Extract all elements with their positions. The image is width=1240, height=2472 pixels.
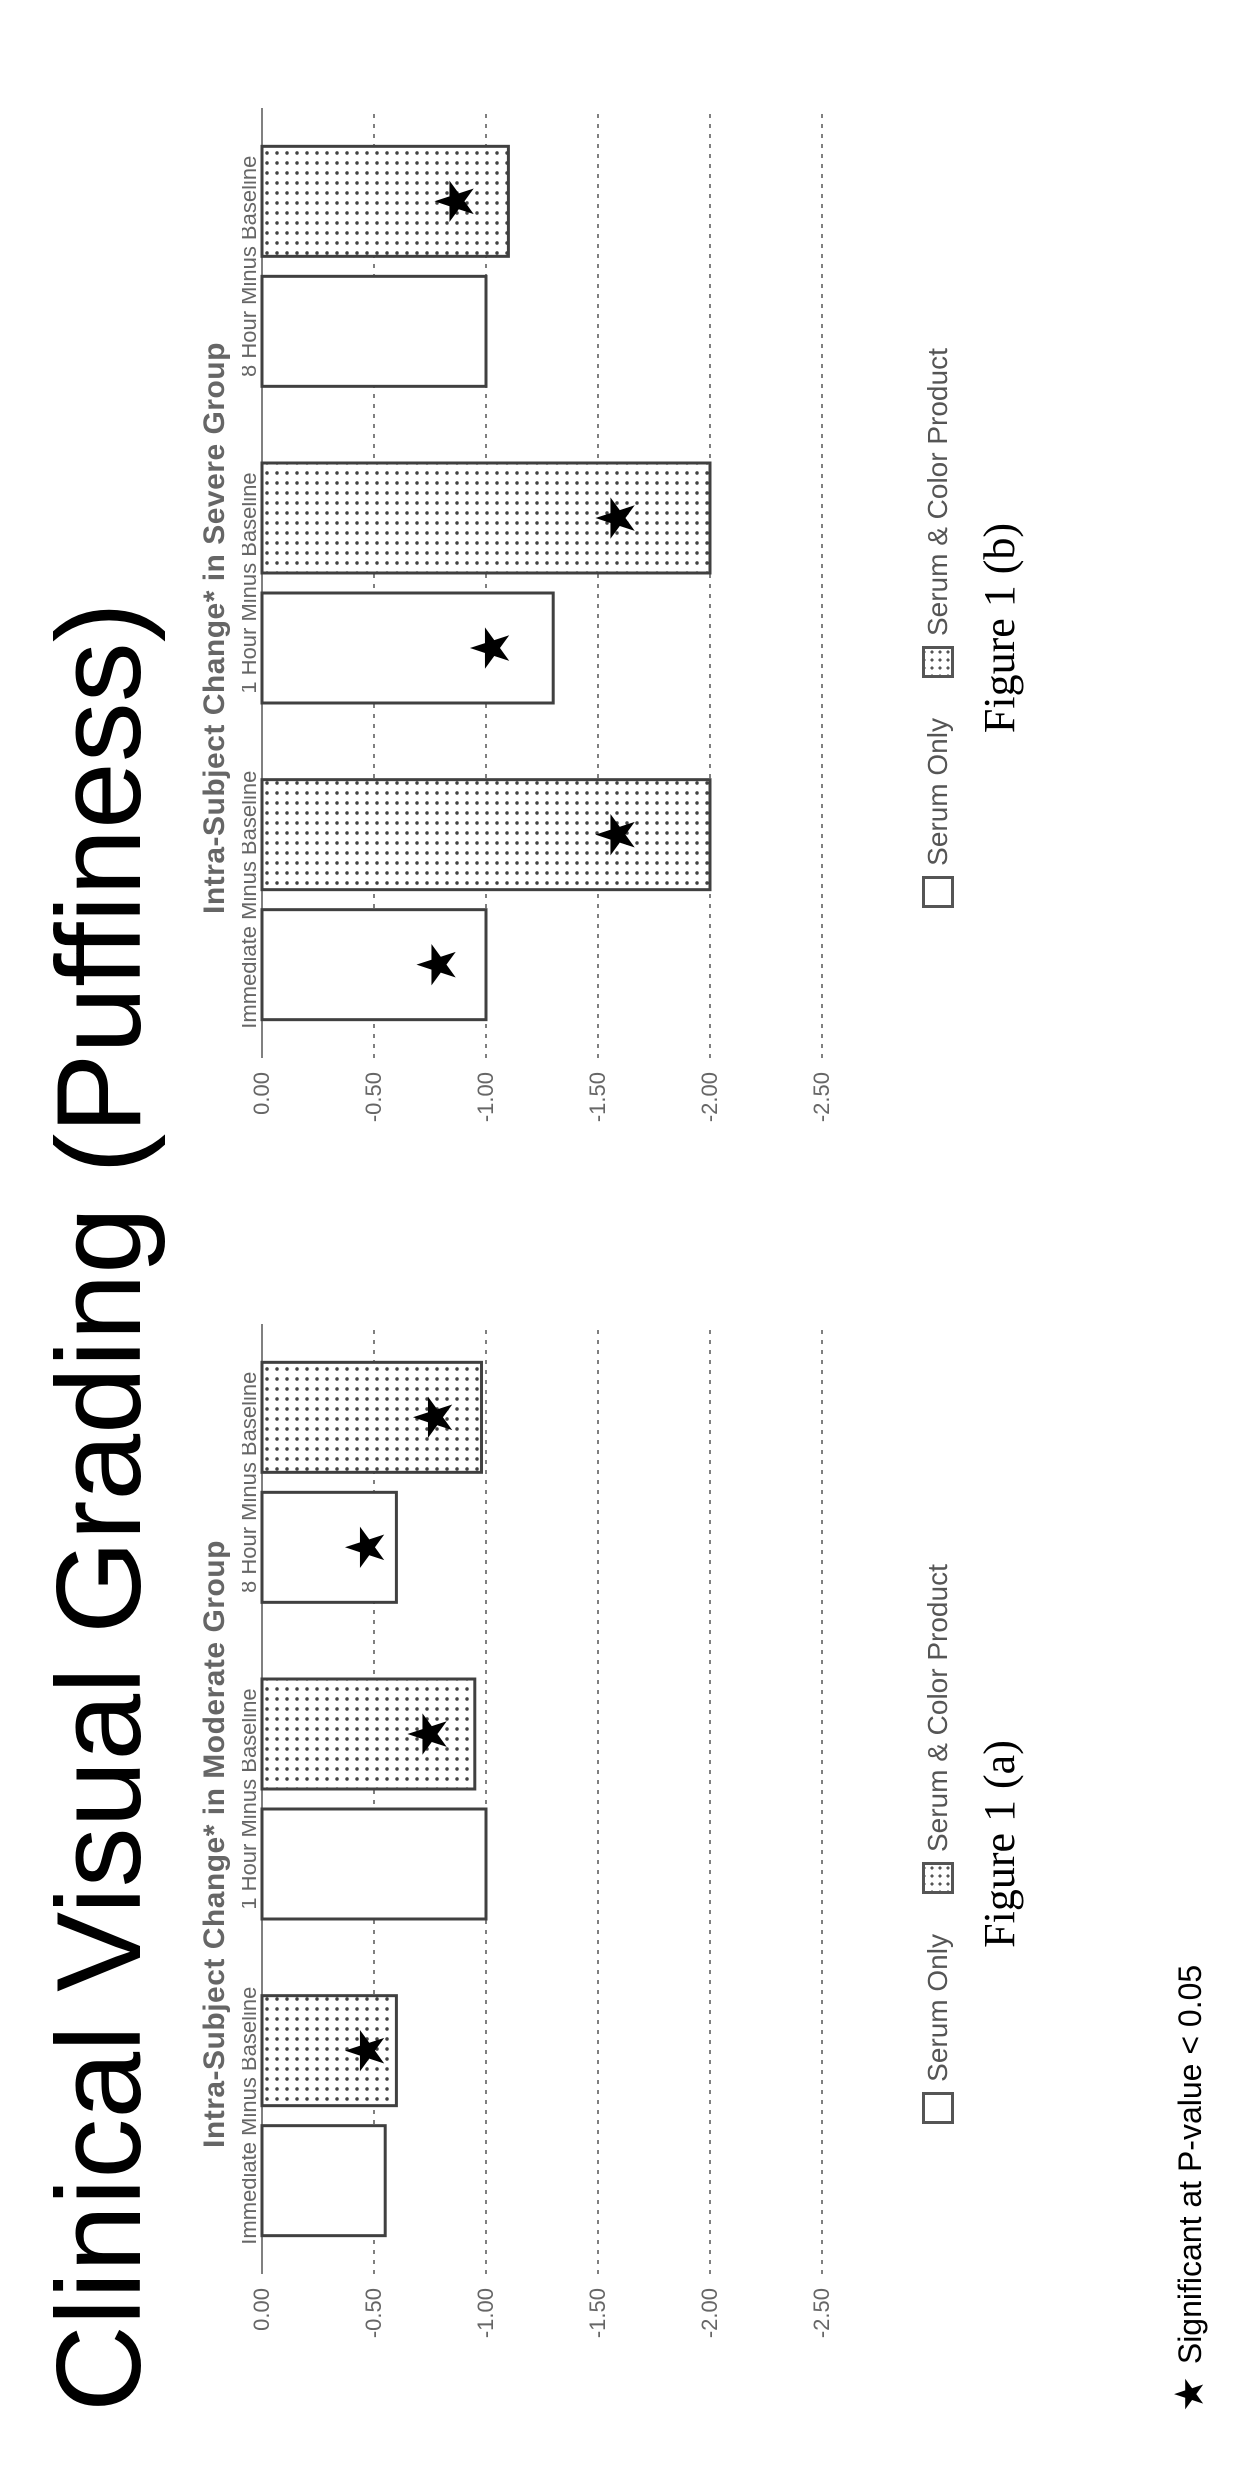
legend-label-serum-color: Serum & Color Product: [922, 1564, 954, 1852]
footnote: ★ Significant at P-value < 0.05: [1170, 1965, 1210, 2412]
significance-star-icon: ★: [399, 1710, 459, 1758]
svg-text:0.00: 0.00: [249, 2288, 274, 2331]
svg-text:-2.50: -2.50: [809, 1072, 834, 1122]
svg-text:-1.00: -1.00: [473, 2288, 498, 2338]
significance-star-icon: ★: [587, 494, 647, 542]
bar: [262, 1809, 486, 1919]
chart-svg-severe: 0.00 -0.50 -1.00 -1.50 -2.00 -2.50 ★ ★ Immediate…: [242, 88, 902, 1168]
legend-label-serum-only: Serum Only: [922, 718, 954, 866]
svg-text:-1.00: -1.00: [473, 1072, 498, 1122]
chart-moderate: Intra-Subject Change* in Moderate Group …: [198, 1296, 1025, 2392]
legend-label-serum-only: Serum Only: [922, 1934, 954, 2082]
legend-swatch-solid: [922, 876, 954, 908]
significance-star-icon: ★: [336, 2026, 396, 2074]
significance-star-icon: ★: [425, 177, 485, 225]
chart-svg-moderate: 0.00 -0.50 -1.00 -1.50 -2.00 -2.50 ★ Immediate …: [242, 1304, 902, 2384]
svg-text:0.00: 0.00: [249, 1072, 274, 1115]
page: Clinical Visual Grading (Puffiness) Intr…: [0, 0, 1240, 2472]
category-label: Immediate Minus Baseline: [242, 771, 261, 1029]
star-icon: ★: [1170, 2376, 1210, 2412]
figure-label-a: Figure 1 (a): [974, 1740, 1025, 1948]
svg-text:-2.00: -2.00: [697, 2288, 722, 2338]
significance-star-icon: ★: [461, 624, 521, 672]
svg-text:-1.50: -1.50: [585, 1072, 610, 1122]
category-label: 8 Hour Minus Baseline: [242, 156, 261, 377]
svg-text:-0.50: -0.50: [361, 2288, 386, 2338]
legend-swatch-dots: [922, 1862, 954, 1894]
svg-text:-0.50: -0.50: [361, 1072, 386, 1122]
footnote-text: Significant at P-value < 0.05: [1172, 1965, 1209, 2364]
figure-label-b: Figure 1 (b): [974, 523, 1025, 733]
chart-subtitle-severe: Intra-Subject Change* in Severe Group: [198, 342, 232, 914]
charts-row: Intra-Subject Change* in Moderate Group …: [178, 0, 1025, 2472]
svg-text:-2.00: -2.00: [697, 1072, 722, 1122]
legend-moderate: Serum Only Serum & Color Product: [922, 1564, 954, 2124]
category-label: 1 Hour Minus Baseline: [242, 1688, 261, 1909]
significance-star-icon: ★: [336, 1523, 396, 1571]
significance-star-icon: ★: [407, 940, 467, 988]
legend-swatch-solid: [922, 2092, 954, 2124]
svg-text:-1.50: -1.50: [585, 2288, 610, 2338]
bar: [262, 276, 486, 386]
category-label: Immediate Minus Baseline: [242, 1987, 261, 2245]
page-title: Clinical Visual Grading (Puffiness): [30, 0, 168, 2412]
legend-severe: Serum Only Serum & Color Product: [922, 348, 954, 908]
legend-item-serum-only: Serum Only: [922, 1934, 954, 2124]
legend-item-serum-only: Serum Only: [922, 718, 954, 908]
svg-text:-2.50: -2.50: [809, 2288, 834, 2338]
rotated-canvas: Clinical Visual Grading (Puffiness) Intr…: [0, 0, 1240, 2472]
legend-item-serum-color: Serum & Color Product: [922, 348, 954, 678]
bar: [262, 2126, 385, 2236]
chart-subtitle-moderate: Intra-Subject Change* in Moderate Group: [198, 1540, 232, 2148]
chart-severe: Intra-Subject Change* in Severe Group 0.…: [198, 80, 1025, 1176]
significance-star-icon: ★: [404, 1393, 464, 1441]
legend-swatch-dots: [922, 646, 954, 678]
category-label: 1 Hour Minus Baseline: [242, 472, 261, 693]
legend-label-serum-color: Serum & Color Product: [922, 348, 954, 636]
category-label: 8 Hour Minus Baseline: [242, 1372, 261, 1593]
legend-item-serum-color: Serum & Color Product: [922, 1564, 954, 1894]
significance-star-icon: ★: [587, 810, 647, 858]
